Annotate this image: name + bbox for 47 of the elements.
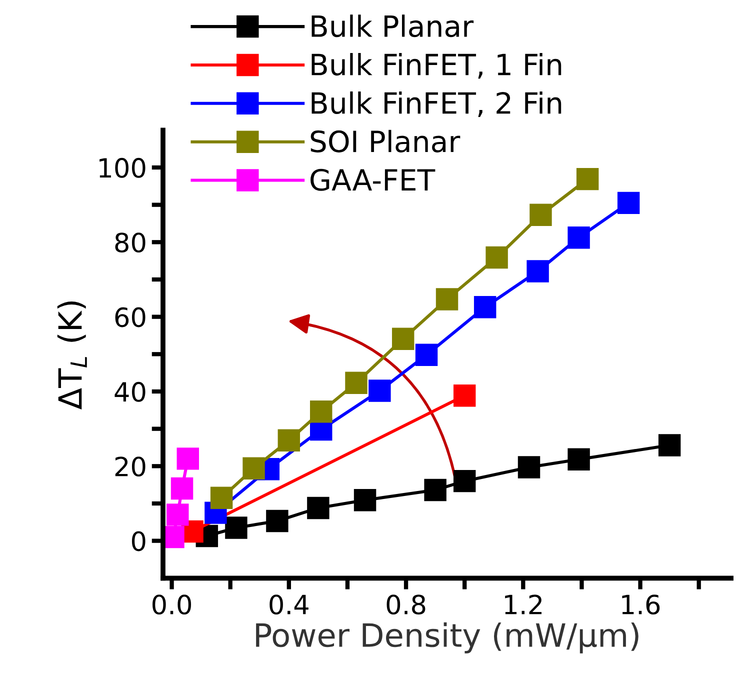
x-tick-label: 0.4 bbox=[270, 594, 308, 615]
point bbox=[266, 510, 288, 532]
y-tick-label: 20 bbox=[115, 456, 146, 477]
text: 0.0 bbox=[152, 594, 192, 615]
point bbox=[415, 344, 438, 366]
point bbox=[392, 328, 414, 350]
point bbox=[176, 448, 199, 470]
point bbox=[453, 384, 476, 407]
point bbox=[474, 296, 496, 318]
point bbox=[368, 380, 391, 402]
point bbox=[576, 168, 599, 190]
point bbox=[530, 204, 552, 226]
x-tick-label: 1.6 bbox=[622, 594, 660, 615]
point bbox=[568, 448, 590, 471]
point bbox=[486, 246, 508, 269]
point bbox=[310, 400, 332, 423]
point bbox=[278, 429, 300, 452]
x-axis-title: Power Density (mW/μm) bbox=[256, 622, 638, 654]
point bbox=[568, 226, 590, 249]
point bbox=[307, 496, 330, 520]
point bbox=[354, 489, 376, 512]
point bbox=[658, 434, 681, 456]
point bbox=[617, 192, 640, 214]
y-tick-label: 80 bbox=[115, 232, 146, 253]
y-tick-label: 60 bbox=[115, 307, 146, 328]
point bbox=[436, 288, 458, 310]
point bbox=[225, 516, 248, 539]
point bbox=[345, 372, 368, 394]
point bbox=[518, 456, 540, 478]
point bbox=[170, 477, 194, 500]
point bbox=[453, 470, 476, 492]
legend-label: SOI Planar bbox=[310, 130, 460, 152]
y-tick-label: 100 bbox=[100, 158, 146, 178]
y-axis-title: ΔT$_{L}$ (K) bbox=[57, 301, 87, 410]
point bbox=[210, 486, 233, 509]
x-tick-label: 0.8 bbox=[386, 594, 426, 615]
legend-label: Bulk FinFET, 1 Fin bbox=[312, 53, 562, 79]
y-tick-label: 0 bbox=[132, 531, 146, 552]
point bbox=[424, 478, 446, 502]
point bbox=[242, 457, 265, 480]
legend-label: Bulk FinFET, 2 Fin bbox=[312, 91, 562, 118]
point bbox=[166, 504, 189, 526]
y-tick-label: 40 bbox=[114, 382, 146, 402]
legend-label: GAA-FET bbox=[310, 168, 436, 191]
x-tick-label: 1.2 bbox=[505, 594, 542, 614]
point bbox=[526, 260, 549, 282]
legend-label: Bulk Planar bbox=[312, 14, 474, 38]
